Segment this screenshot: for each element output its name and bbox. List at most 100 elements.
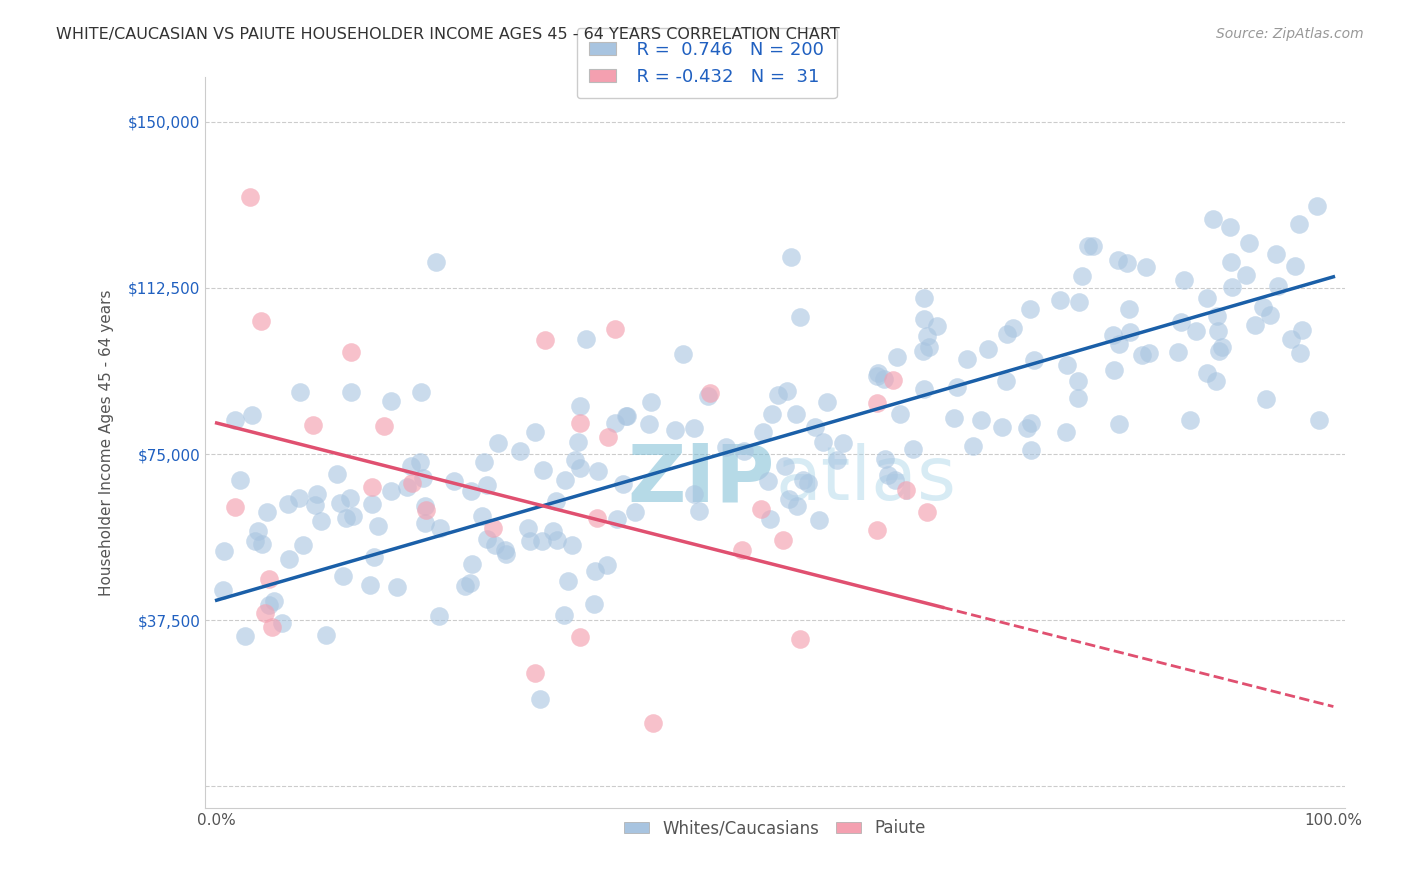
Point [1170,315,1192,329]
Point [752,425,775,439]
Point [586,464,609,478]
Point [624,505,647,519]
Point [415,503,437,517]
Point [911,344,934,359]
Point [714,440,737,454]
Point [396,480,419,494]
Point [1197,366,1219,380]
Point [530,534,553,549]
Point [1288,346,1310,360]
Point [534,333,557,347]
Point [1234,268,1257,282]
Point [516,521,538,535]
Point [1251,300,1274,314]
Point [1219,220,1241,235]
Point [761,407,783,421]
Point [641,715,664,730]
Text: Source: ZipAtlas.com: Source: ZipAtlas.com [1216,27,1364,41]
Point [1049,293,1071,308]
Point [683,421,706,435]
Point [288,384,311,399]
Point [332,569,354,583]
Point [425,255,447,269]
Point [380,484,402,499]
Point [875,451,897,466]
Point [776,384,799,398]
Point [614,409,637,423]
Point [1206,309,1229,323]
Point [278,551,301,566]
Point [942,411,965,425]
Point [731,543,754,558]
Point [995,327,1018,342]
Point [309,515,332,529]
Point [519,534,541,549]
Point [471,508,494,523]
Point [302,417,325,432]
Point [475,477,498,491]
Point [1219,255,1241,269]
Point [927,318,949,333]
Point [1197,291,1219,305]
Point [541,524,564,538]
Point [772,533,794,548]
Point [326,467,349,482]
Point [990,420,1012,434]
Point [1288,217,1310,231]
Point [582,597,605,611]
Text: ZIP: ZIP [627,441,775,518]
Point [962,439,984,453]
Point [917,341,939,355]
Point [804,419,827,434]
Point [568,399,591,413]
Point [995,375,1018,389]
Point [884,473,907,487]
Point [546,494,568,508]
Point [956,351,979,366]
Point [1071,268,1094,283]
Point [361,497,384,511]
Point [529,692,551,706]
Point [585,511,607,525]
Point [443,474,465,488]
Point [1130,348,1153,362]
Point [766,388,789,402]
Point [1267,279,1289,293]
Point [780,250,803,264]
Point [682,487,704,501]
Point [866,395,889,409]
Legend: Whites/Caucasians, Paiute: Whites/Caucasians, Paiute [617,813,932,844]
Point [307,487,329,501]
Point [889,407,911,421]
Point [553,607,575,622]
Point [1116,256,1139,270]
Point [1208,324,1230,338]
Point [1108,417,1130,432]
Point [277,496,299,510]
Point [224,413,246,427]
Point [1239,235,1261,250]
Point [865,368,887,383]
Point [257,572,280,586]
Point [568,461,591,475]
Point [257,598,280,612]
Point [758,512,780,526]
Point [291,538,314,552]
Point [413,516,436,530]
Point [1284,259,1306,273]
Point [877,468,900,483]
Point [315,627,337,641]
Point [807,513,830,527]
Text: WHITE/CAUCASIAN VS PAIUTE HOUSEHOLDER INCOME AGES 45 - 64 YEARS CORRELATION CHAR: WHITE/CAUCASIAN VS PAIUTE HOUSEHOLDER IN… [56,27,839,42]
Point [1002,321,1025,335]
Y-axis label: Householder Income Ages 45 - 64 years: Householder Income Ages 45 - 64 years [100,290,114,596]
Point [815,395,838,409]
Point [243,533,266,548]
Point [270,616,292,631]
Point [329,496,352,510]
Point [896,483,918,497]
Point [697,389,720,403]
Point [1265,247,1288,261]
Text: atlas: atlas [775,443,956,516]
Point [664,423,686,437]
